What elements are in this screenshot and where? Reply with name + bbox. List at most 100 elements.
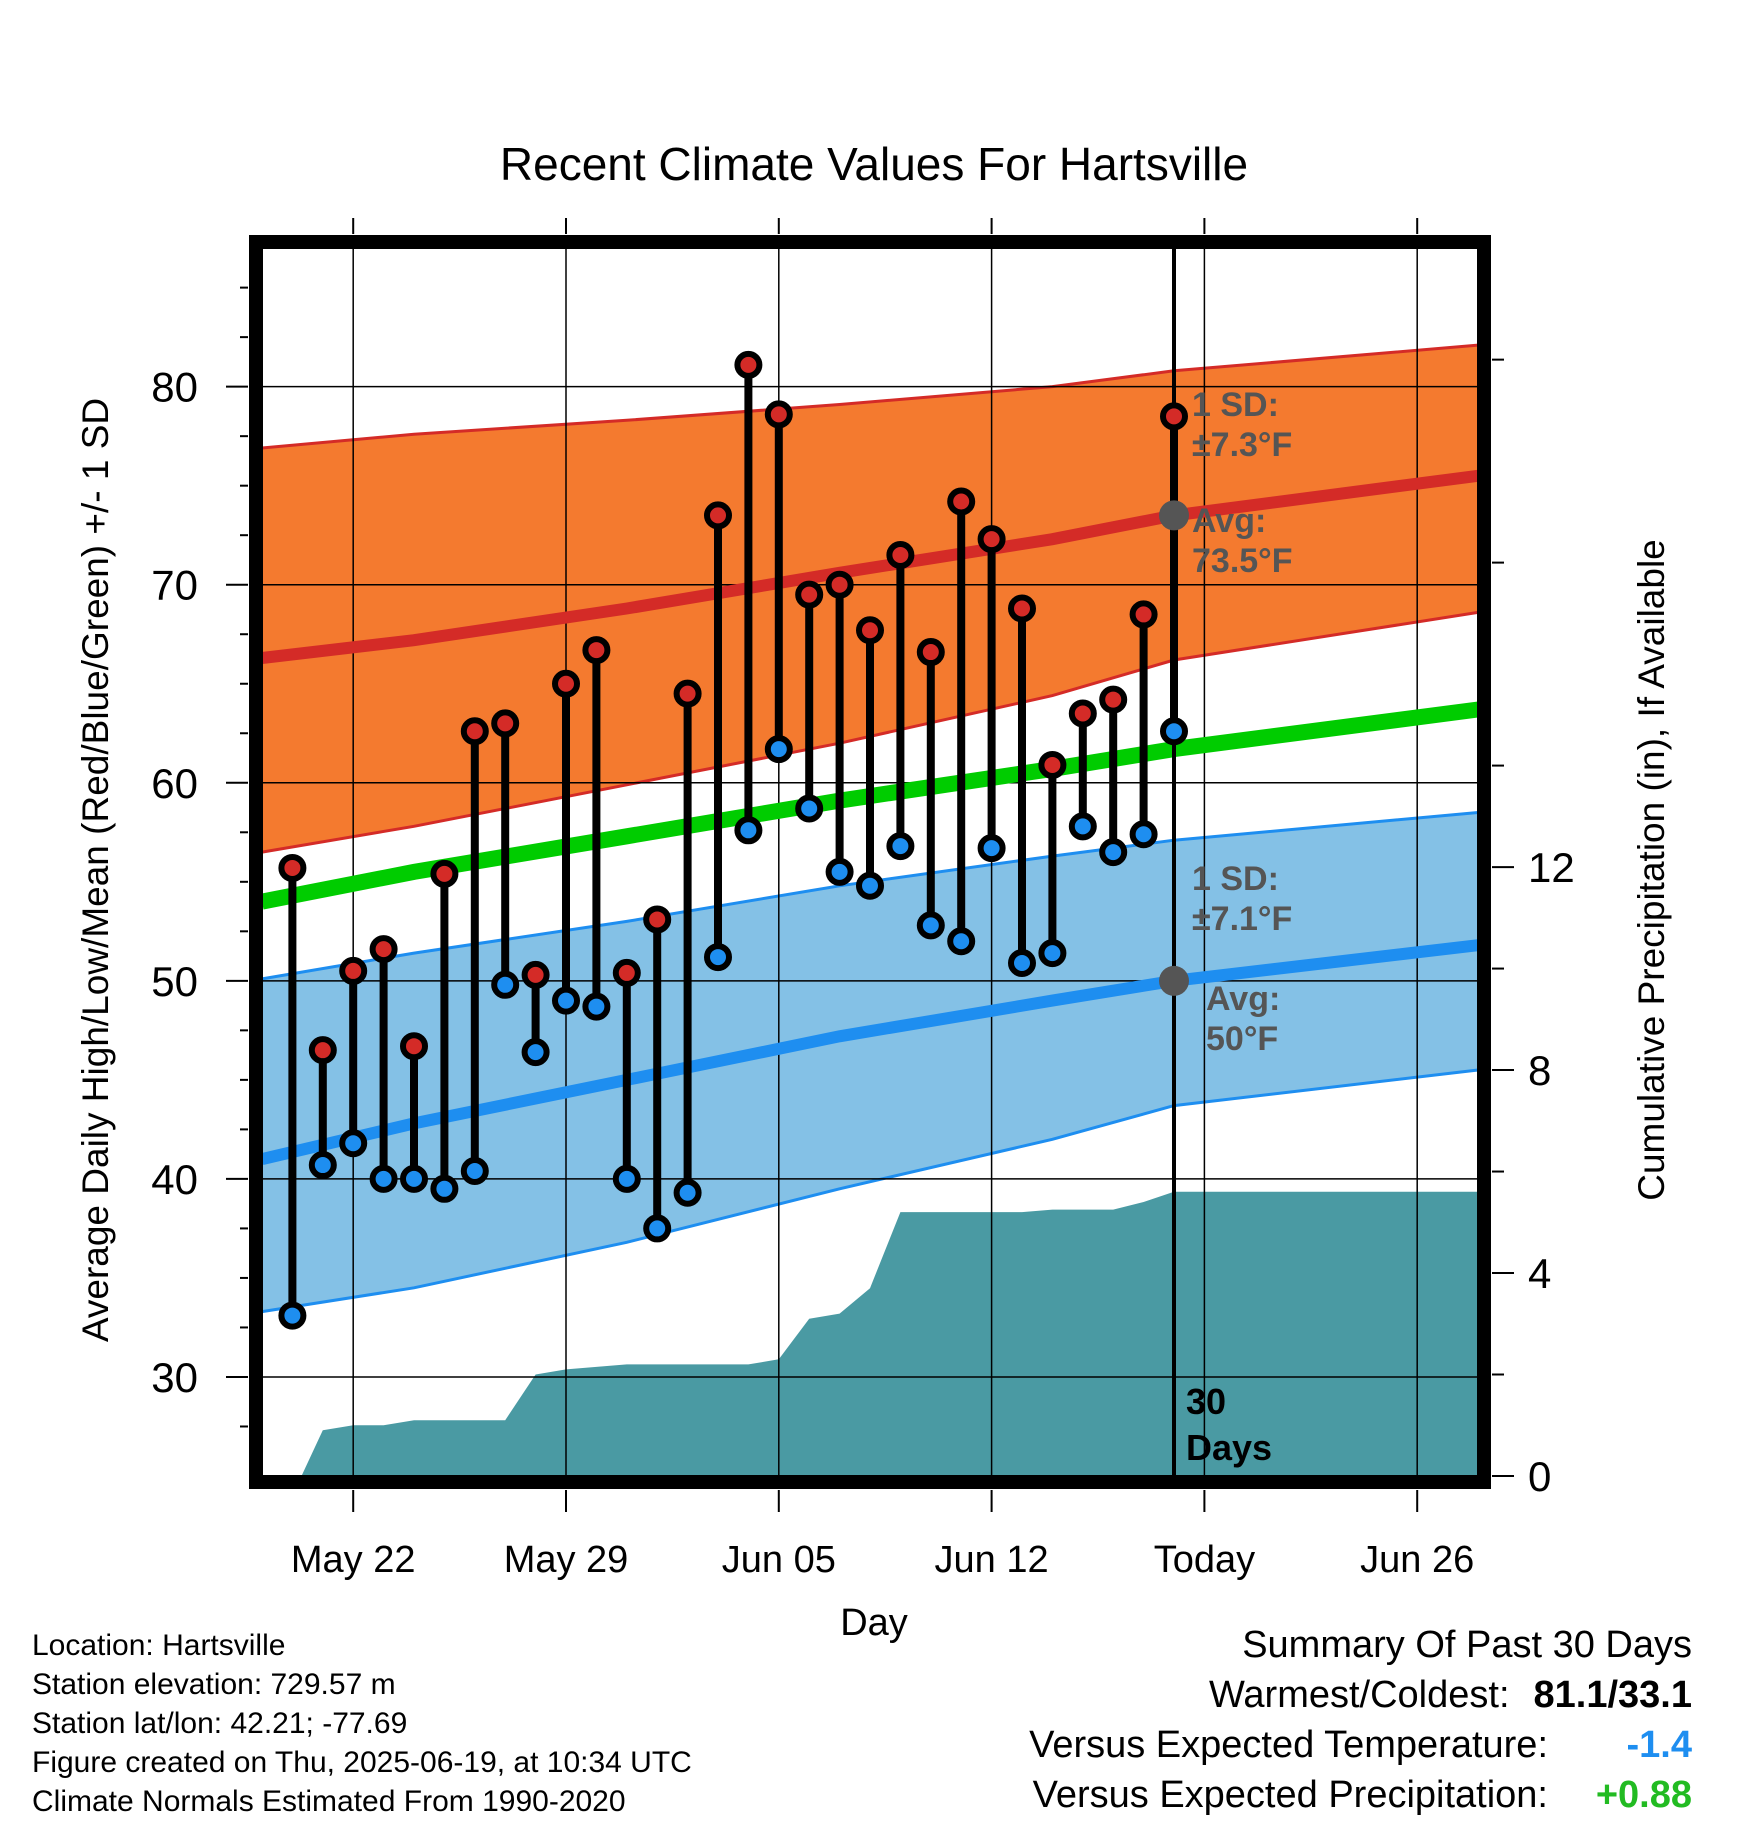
high-point-18 xyxy=(825,570,854,599)
low-sd-annotation-0: 1 SD: xyxy=(1192,860,1279,898)
low-point-14 xyxy=(704,943,732,972)
summary-heading: Summary Of Past 30 Days xyxy=(1242,1624,1692,1666)
y-tick-label-70: 70 xyxy=(151,562,198,609)
high-point-3 xyxy=(369,935,398,964)
low-point-6 xyxy=(460,1156,489,1185)
y2-tick-label-0: 0 xyxy=(1528,1453,1551,1500)
high-point-26 xyxy=(1068,699,1097,728)
high-point-7 xyxy=(491,709,520,738)
x-tick-label-5: Jun 26 xyxy=(1360,1539,1474,1581)
high-point-17 xyxy=(795,580,824,609)
high-point-27 xyxy=(1099,685,1128,714)
elevation-text: Station elevation: 729.57 m xyxy=(32,1668,396,1701)
low-point-0 xyxy=(278,1301,307,1330)
high-point-23 xyxy=(977,525,1006,554)
high-point-4 xyxy=(400,1032,428,1061)
x-axis-label: Day xyxy=(840,1602,908,1644)
high-point-9 xyxy=(552,669,580,698)
summary-warm-cold-row: Warmest/Coldest: 81.1/33.1 xyxy=(1029,1670,1692,1720)
y-tick-label-80: 80 xyxy=(151,364,198,411)
low-point-16 xyxy=(764,735,793,764)
y2-tick-label-12: 12 xyxy=(1528,844,1575,891)
high-point-15 xyxy=(734,350,763,379)
high-point-14 xyxy=(704,501,732,530)
today-label-1: Days xyxy=(1186,1427,1272,1468)
low-point-25 xyxy=(1038,939,1067,968)
high-point-6 xyxy=(460,717,489,746)
summary-panel: Summary Of Past 30 Days Warmest/Coldest:… xyxy=(1029,1620,1692,1820)
normals-text: Climate Normals Estimated From 1990-2020 xyxy=(32,1785,626,1818)
high-point-8 xyxy=(521,960,550,989)
precip-area xyxy=(301,1191,1478,1476)
high-point-21 xyxy=(916,638,945,667)
x-tick-label-1: May 29 xyxy=(504,1539,629,1581)
low-point-23 xyxy=(977,834,1006,863)
high-point-22 xyxy=(947,487,976,516)
x-tick-label-0: May 22 xyxy=(291,1539,416,1581)
high-point-0 xyxy=(278,853,307,882)
low-avg-annotation-1: 50°F xyxy=(1206,1020,1278,1058)
low-point-15 xyxy=(734,816,763,845)
warm-cold-value: 81.1/33.1 xyxy=(1533,1674,1692,1716)
low-point-1 xyxy=(308,1151,337,1180)
high-point-11 xyxy=(612,958,641,987)
high-avg-marker xyxy=(1159,500,1189,531)
high-sd-annotation-0: 1 SD: xyxy=(1192,386,1279,424)
y-tick-label-50: 50 xyxy=(151,958,198,1005)
high-point-29 xyxy=(1160,402,1188,431)
temp-label: Versus Expected Temperature: xyxy=(1029,1724,1548,1766)
low-point-26 xyxy=(1068,812,1097,841)
low-point-21 xyxy=(916,911,945,940)
y-tick-label-60: 60 xyxy=(151,760,198,807)
high-point-12 xyxy=(643,905,672,934)
low-point-4 xyxy=(400,1164,428,1193)
low-point-13 xyxy=(673,1178,702,1207)
precip-value: +0.88 xyxy=(1595,1774,1692,1816)
low-point-19 xyxy=(856,871,884,900)
low-point-8 xyxy=(521,1038,550,1067)
high-point-24 xyxy=(1008,594,1036,623)
high-avg-annotation-0: Avg: xyxy=(1192,502,1266,540)
low-point-12 xyxy=(643,1214,672,1243)
low-point-11 xyxy=(612,1164,641,1193)
low-avg-marker xyxy=(1159,965,1189,996)
low-point-22 xyxy=(947,927,976,956)
high-point-25 xyxy=(1038,750,1067,779)
summary-temp-row: Versus Expected Temperature: -1.4 xyxy=(1029,1720,1692,1770)
high-point-2 xyxy=(339,956,368,985)
warm-cold-label: Warmest/Coldest: xyxy=(1208,1674,1510,1716)
high-sd-annotation-1: ±7.3°F xyxy=(1192,426,1292,464)
low-point-24 xyxy=(1008,949,1036,978)
y2-tick-label-4: 4 xyxy=(1528,1250,1551,1297)
plot-frame xyxy=(249,235,1491,1489)
high-point-20 xyxy=(886,541,915,569)
precip-label: Versus Expected Precipitation: xyxy=(1032,1774,1548,1816)
latlon-text: Station lat/lon: 42.21; -77.69 xyxy=(32,1707,408,1740)
low-point-29 xyxy=(1160,717,1188,746)
x-tick-label-2: Jun 05 xyxy=(722,1539,836,1581)
low-point-20 xyxy=(886,832,915,861)
high-point-13 xyxy=(673,679,702,708)
station-info: Location: Hartsville Station elevation: … xyxy=(32,1626,692,1821)
x-tick-label-3: Jun 12 xyxy=(935,1539,1049,1581)
high-point-10 xyxy=(582,636,611,665)
low-point-9 xyxy=(552,986,580,1015)
today-label-0: 30 xyxy=(1186,1381,1226,1422)
high-point-5 xyxy=(430,859,459,888)
high-point-19 xyxy=(856,616,884,645)
high-point-28 xyxy=(1129,600,1158,629)
y-tick-label-30: 30 xyxy=(151,1354,198,1401)
low-point-7 xyxy=(491,970,520,999)
chart-title: Recent Climate Values For Hartsville xyxy=(500,138,1248,190)
low-point-5 xyxy=(430,1174,459,1203)
high-point-16 xyxy=(764,400,793,429)
high-avg-annotation-1: 73.5°F xyxy=(1192,542,1293,580)
high-point-1 xyxy=(308,1036,337,1065)
low-avg-annotation-0: Avg: xyxy=(1206,980,1280,1018)
low-point-3 xyxy=(369,1164,398,1193)
low-point-18 xyxy=(825,857,854,886)
y-tick-label-40: 40 xyxy=(151,1156,198,1203)
created-text: Figure created on Thu, 2025-06-19, at 10… xyxy=(32,1746,692,1779)
